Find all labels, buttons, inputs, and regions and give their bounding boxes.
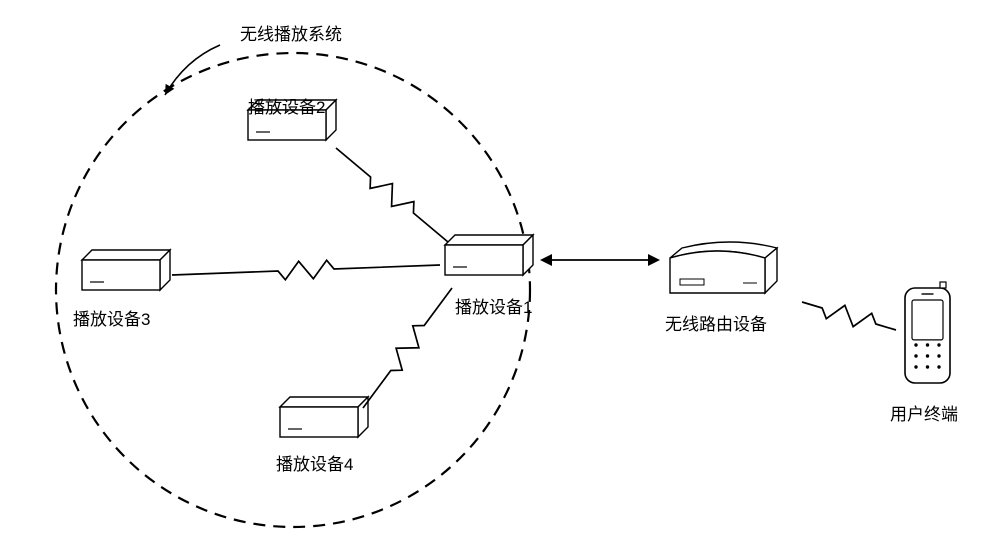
dev1-label: 播放设备1: [455, 293, 532, 318]
dev2-label: 播放设备2: [248, 93, 325, 118]
router-label: 无线路由设备: [665, 310, 767, 335]
phone-label: 用户终端: [890, 400, 958, 425]
system-label: 无线播放系统: [240, 20, 342, 45]
dev3-label: 播放设备3: [73, 305, 150, 330]
dev4-label: 播放设备4: [276, 450, 353, 475]
diagram-canvas: [0, 0, 1000, 557]
